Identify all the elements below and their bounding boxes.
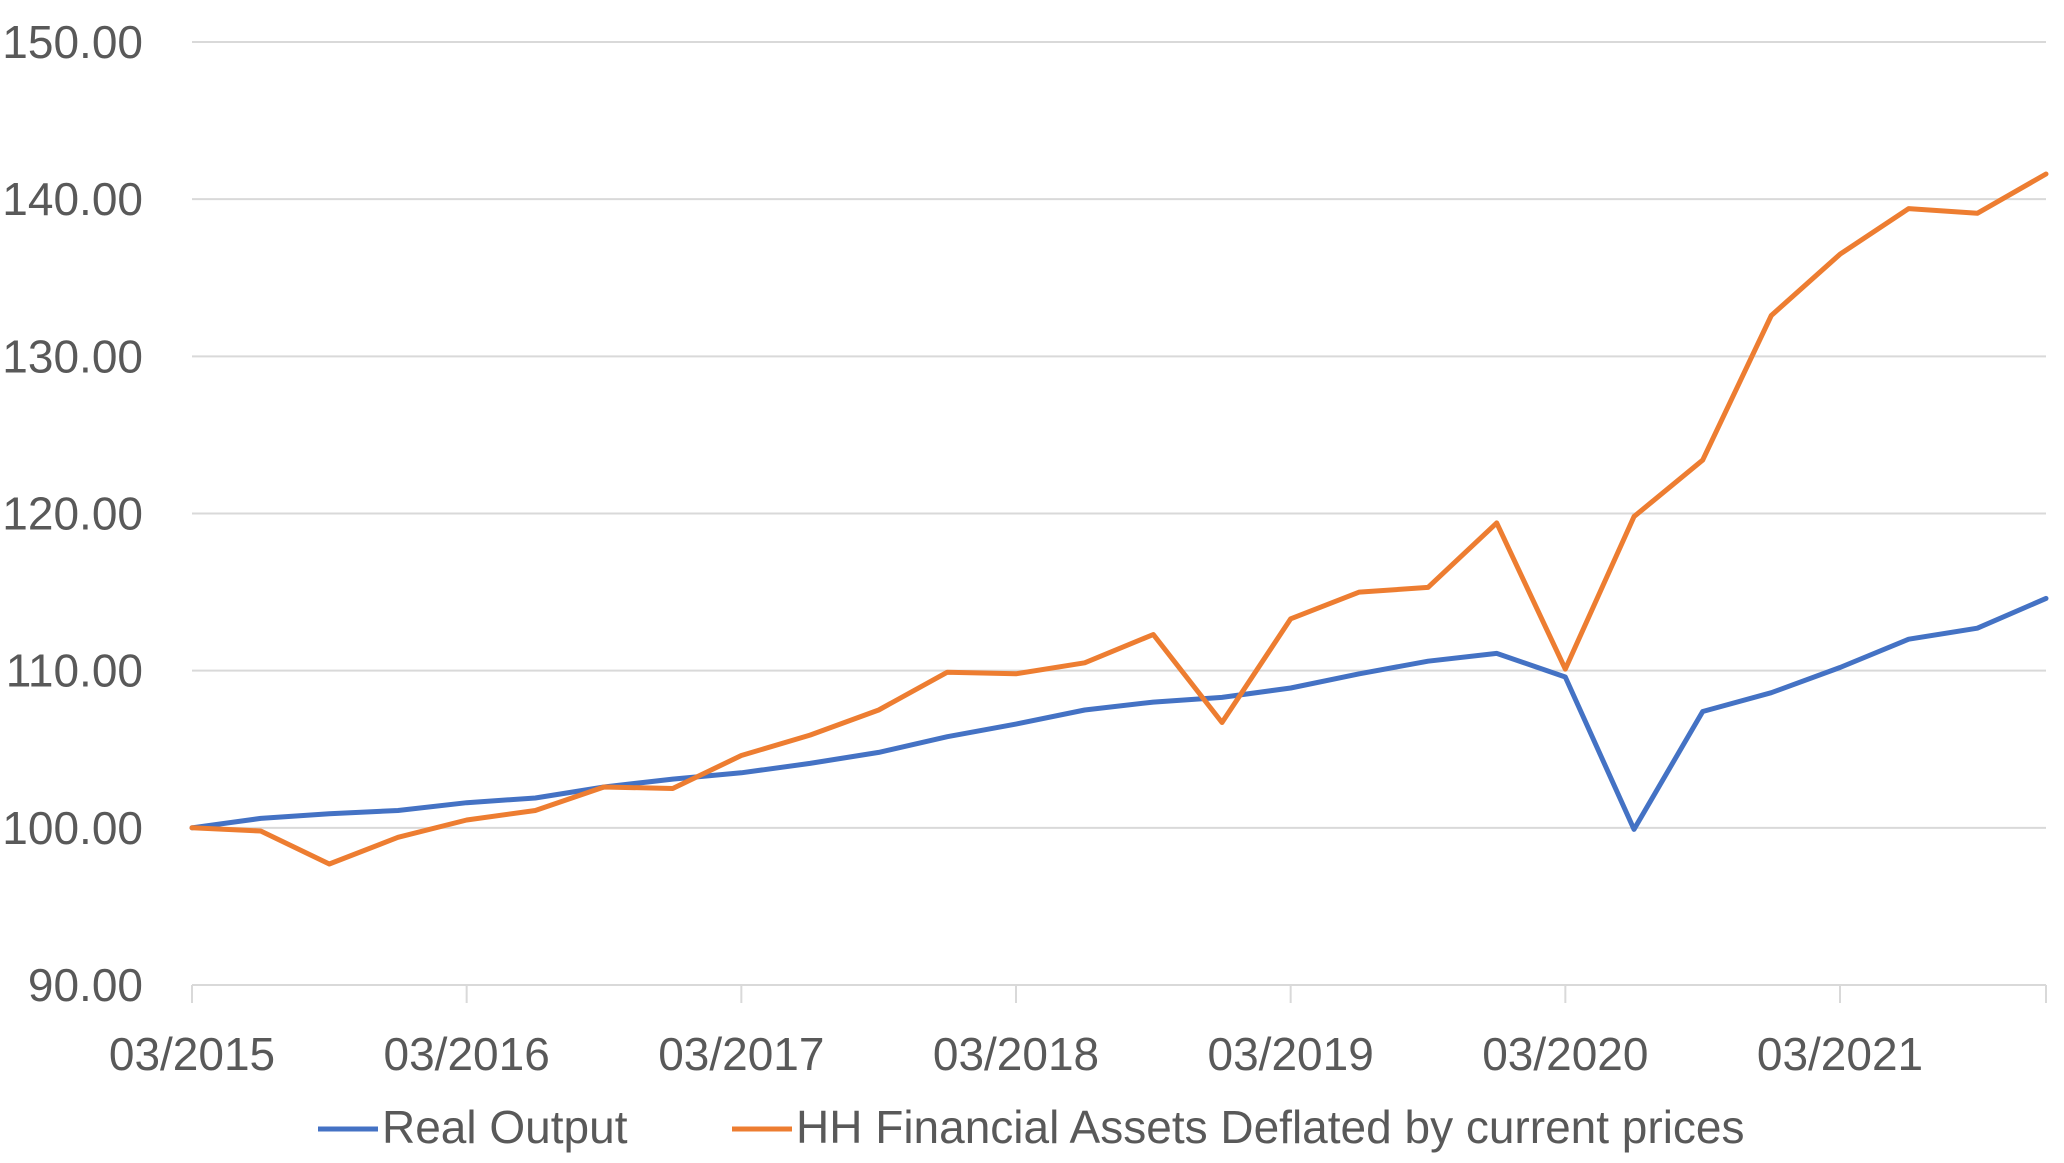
x-tick-label: 03/2020 [1482,1028,1648,1080]
x-tick-label: 03/2015 [109,1028,275,1080]
y-tick-label: 110.00 [6,645,143,697]
legend: Real Output HH Financial Assets Deflated … [318,1101,1745,1153]
x-tick-label: 03/2018 [933,1028,1099,1080]
legend-label-0: Real Output [382,1101,628,1153]
series-lines [189,171,2049,867]
y-tick-label: 150.00 [2,16,143,68]
gridlines [192,41,2046,829]
y-tick-label: 100.00 [2,802,143,854]
x-tick-label: 03/2019 [1208,1028,1374,1080]
x-axis-ticks [191,985,2047,1003]
y-tick-label: 130.00 [2,330,143,382]
y-tick-label: 120.00 [2,488,143,540]
x-tick-label: 03/2016 [384,1028,550,1080]
x-tick-label: 03/2021 [1757,1028,1923,1080]
y-tick-label: 140.00 [2,173,143,225]
legend-label-1: HH Financial Assets Deflated by current … [796,1101,1745,1153]
x-tick-label: 03/2017 [658,1028,824,1080]
y-axis-tick-labels: 90.00 100.00 110.00 120.00 130.00 140.00 150.0… [2,16,143,1011]
series-line-0 [189,595,2049,832]
y-tick-label: 90.00 [28,959,143,1011]
x-axis-tick-labels: 03/2015 03/2016 03/2017 03/2018 03/2019 03/20… [109,1028,1923,1080]
series-line-1 [189,171,2049,867]
